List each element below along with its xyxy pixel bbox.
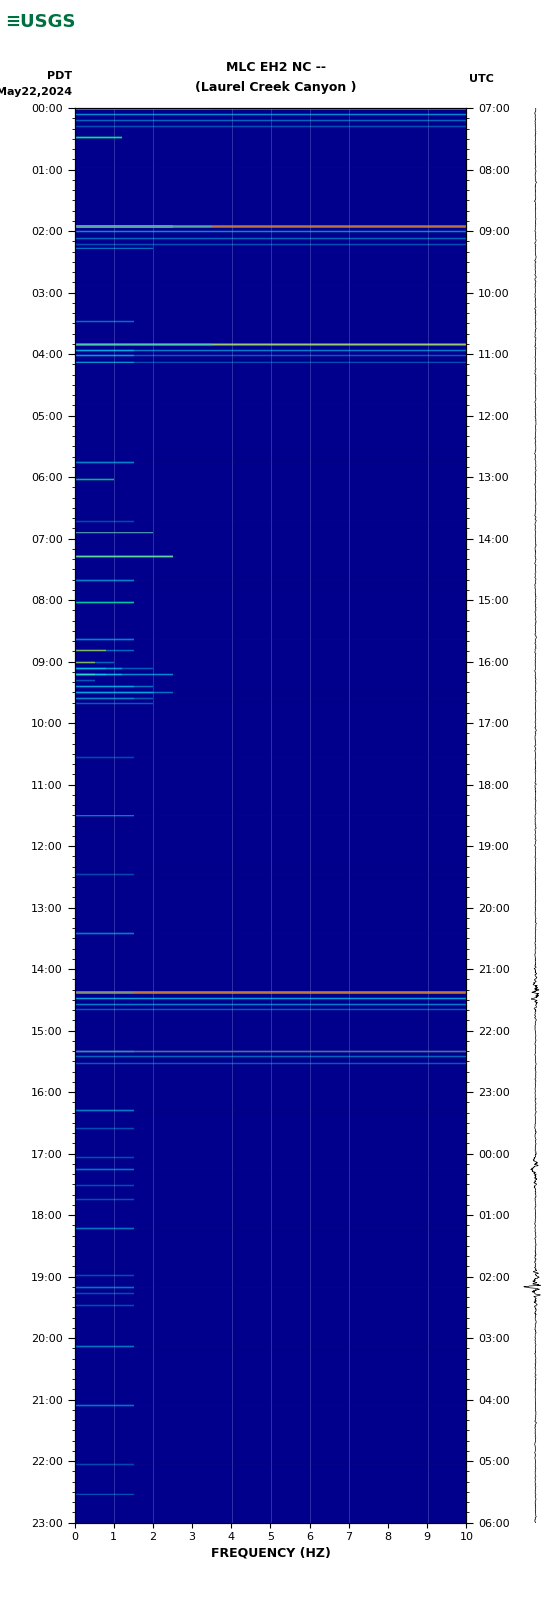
Text: MLC EH2 NC --: MLC EH2 NC -- <box>226 61 326 74</box>
X-axis label: FREQUENCY (HZ): FREQUENCY (HZ) <box>210 1547 331 1560</box>
Text: May22,2024: May22,2024 <box>0 87 72 97</box>
Text: ≡USGS: ≡USGS <box>6 13 76 31</box>
Text: PDT: PDT <box>46 71 72 81</box>
Text: (Laurel Creek Canyon ): (Laurel Creek Canyon ) <box>195 81 357 94</box>
Text: UTC: UTC <box>469 74 494 84</box>
